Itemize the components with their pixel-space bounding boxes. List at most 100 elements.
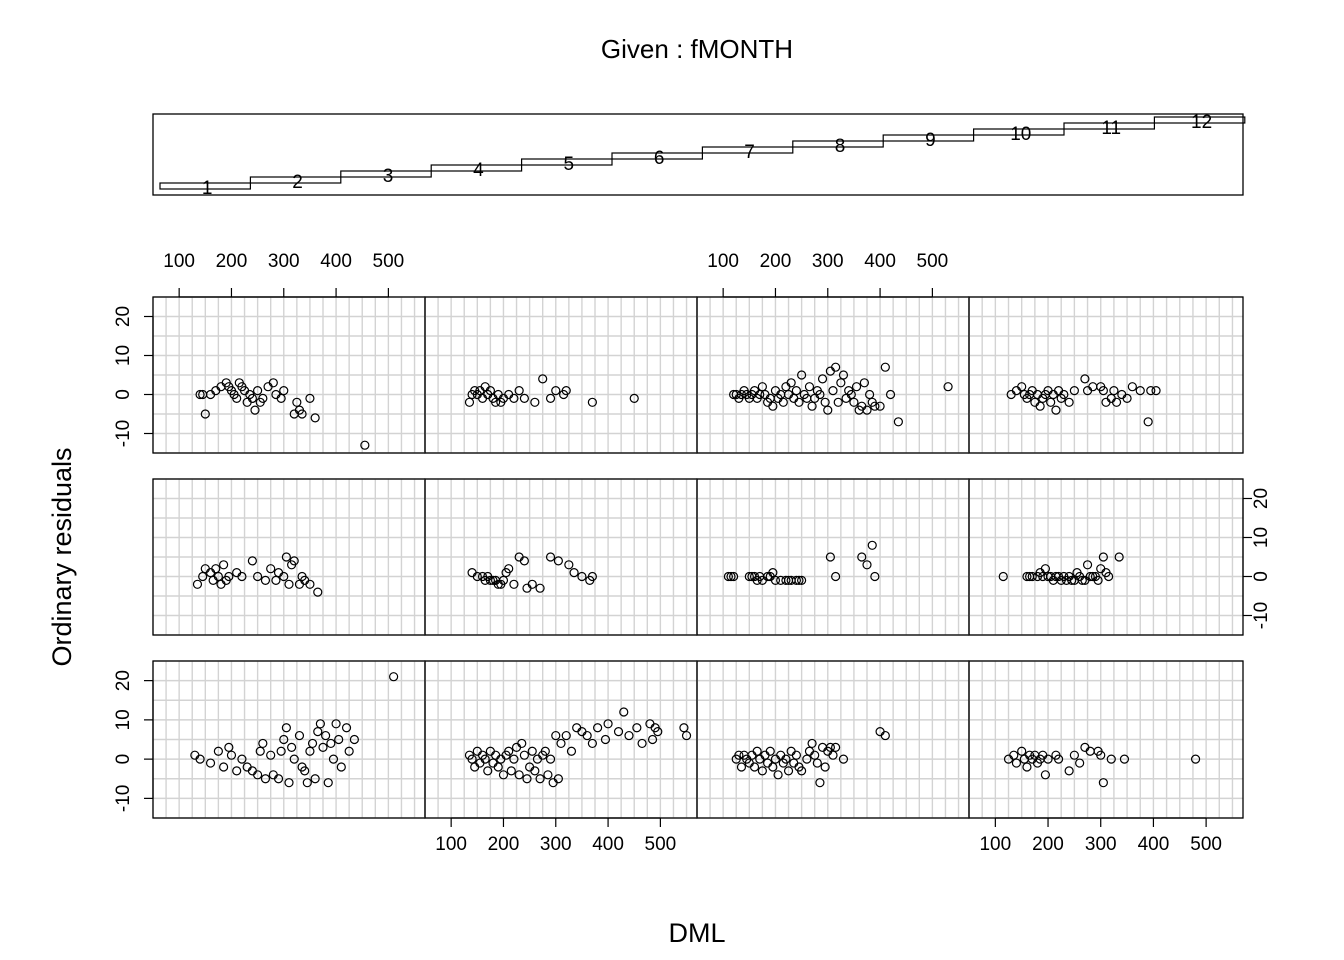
data-point bbox=[315, 719, 325, 729]
data-point bbox=[619, 707, 629, 717]
data-point bbox=[1098, 386, 1108, 396]
data-point bbox=[880, 362, 890, 372]
x-tick-label: 400 bbox=[1138, 834, 1170, 855]
data-point bbox=[491, 397, 501, 407]
data-point bbox=[765, 746, 775, 756]
data-point bbox=[219, 762, 229, 772]
data-point bbox=[535, 774, 545, 784]
x-tick-label: 300 bbox=[268, 251, 300, 272]
data-point bbox=[820, 762, 830, 772]
data-point bbox=[825, 552, 835, 562]
data-point bbox=[517, 738, 527, 749]
data-point bbox=[237, 754, 247, 764]
data-point bbox=[519, 750, 529, 760]
data-point bbox=[770, 575, 781, 586]
data-point bbox=[768, 401, 778, 411]
data-point bbox=[506, 766, 516, 776]
data-point bbox=[310, 774, 320, 784]
data-point bbox=[561, 386, 571, 396]
data-point bbox=[543, 770, 553, 780]
y-tick-label: -10 bbox=[1251, 602, 1272, 629]
x-tick-label: 500 bbox=[645, 834, 677, 855]
data-point bbox=[1101, 397, 1111, 407]
data-point bbox=[1085, 571, 1095, 582]
x-tick-label: 100 bbox=[979, 834, 1011, 855]
data-point bbox=[1017, 746, 1027, 756]
data-point bbox=[321, 730, 331, 741]
data-point bbox=[815, 778, 825, 788]
data-point bbox=[812, 758, 822, 768]
data-point bbox=[757, 382, 767, 392]
data-point bbox=[768, 567, 778, 578]
x-tick-label: 500 bbox=[373, 251, 405, 272]
data-point bbox=[582, 730, 592, 741]
data-point bbox=[943, 382, 953, 392]
data-point bbox=[1093, 575, 1103, 586]
x-tick-label: 100 bbox=[707, 251, 739, 272]
data-point bbox=[773, 770, 783, 780]
data-point bbox=[266, 564, 276, 574]
data-point bbox=[1190, 754, 1201, 764]
data-point bbox=[237, 571, 247, 582]
panel-month-3 bbox=[696, 660, 970, 819]
given-interval-bar bbox=[430, 164, 523, 172]
given-panel-frame bbox=[152, 113, 1244, 196]
data-point bbox=[289, 556, 299, 566]
panel-month-5 bbox=[152, 478, 426, 636]
data-point bbox=[838, 754, 849, 764]
data-point bbox=[281, 723, 291, 733]
data-point bbox=[851, 382, 862, 392]
data-point bbox=[514, 386, 524, 396]
data-point bbox=[833, 397, 843, 407]
data-point bbox=[763, 758, 773, 768]
given-interval-bar bbox=[792, 140, 884, 148]
data-point bbox=[838, 370, 849, 380]
data-point bbox=[825, 742, 835, 752]
data-point bbox=[1109, 386, 1119, 396]
given-interval-bar bbox=[972, 128, 1065, 136]
data-point bbox=[514, 770, 524, 780]
data-point bbox=[287, 742, 297, 752]
data-point bbox=[778, 397, 788, 407]
data-point bbox=[593, 723, 603, 733]
data-point bbox=[205, 758, 216, 768]
x-tick-label: 400 bbox=[320, 251, 352, 272]
data-point bbox=[723, 571, 733, 582]
data-point bbox=[253, 571, 263, 582]
given-level-label: 6 bbox=[654, 148, 665, 169]
x-tick-label: 200 bbox=[488, 834, 520, 855]
given-interval-bar bbox=[882, 134, 975, 142]
x-tick-label: 300 bbox=[1085, 834, 1117, 855]
data-point bbox=[1075, 758, 1085, 768]
data-point bbox=[498, 575, 509, 586]
data-point bbox=[326, 738, 336, 749]
data-point bbox=[289, 754, 299, 764]
data-point bbox=[284, 778, 294, 788]
data-point bbox=[681, 730, 692, 741]
given-level-label: 1 bbox=[202, 178, 213, 199]
data-point bbox=[519, 556, 529, 566]
data-point bbox=[344, 746, 354, 756]
panel-frame bbox=[968, 296, 1244, 454]
data-point bbox=[734, 750, 744, 760]
data-point bbox=[472, 571, 482, 582]
data-point bbox=[831, 571, 841, 582]
given-level-label: 2 bbox=[292, 172, 303, 193]
data-point bbox=[1067, 575, 1077, 586]
data-point bbox=[553, 774, 563, 784]
given-level-label: 4 bbox=[473, 160, 484, 181]
data-point bbox=[305, 393, 315, 403]
data-point bbox=[192, 579, 203, 589]
data-point bbox=[587, 397, 597, 407]
data-point bbox=[318, 742, 328, 752]
data-point bbox=[794, 397, 804, 407]
data-point bbox=[305, 746, 315, 756]
given-level-label: 10 bbox=[1010, 124, 1031, 145]
data-point bbox=[1082, 560, 1093, 570]
data-point bbox=[781, 754, 791, 764]
data-point bbox=[498, 770, 509, 780]
data-point bbox=[250, 405, 260, 415]
data-point bbox=[522, 774, 532, 784]
data-point bbox=[360, 440, 370, 450]
